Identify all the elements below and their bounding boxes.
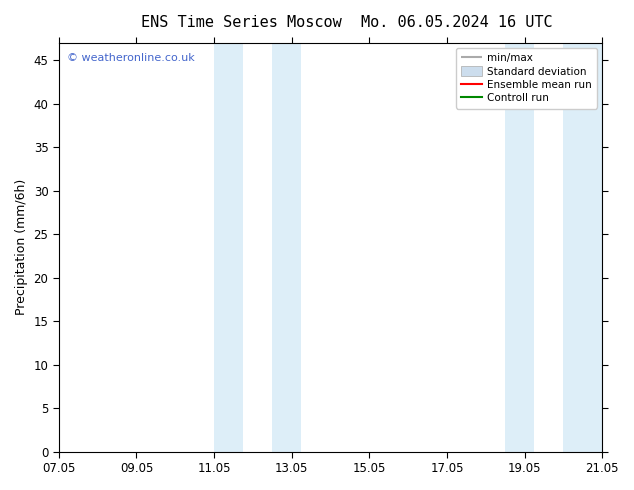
Bar	[564, 43, 602, 452]
Text: Mo. 06.05.2024 16 UTC: Mo. 06.05.2024 16 UTC	[361, 15, 552, 30]
Bar	[505, 43, 534, 452]
Text: © weatheronline.co.uk: © weatheronline.co.uk	[67, 53, 195, 63]
Bar	[273, 43, 301, 452]
Text: ENS Time Series Moscow: ENS Time Series Moscow	[141, 15, 341, 30]
Legend: min/max, Standard deviation, Ensemble mean run, Controll run: min/max, Standard deviation, Ensemble me…	[456, 48, 597, 108]
Bar	[214, 43, 243, 452]
Y-axis label: Precipitation (mm/6h): Precipitation (mm/6h)	[15, 179, 28, 315]
